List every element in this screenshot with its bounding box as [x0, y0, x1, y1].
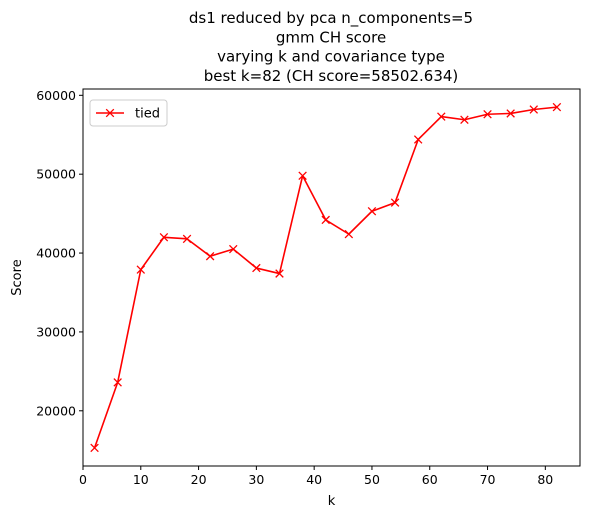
data-point-marker — [182, 234, 192, 244]
legend-label: tied — [135, 107, 160, 122]
marker-stroke — [90, 443, 99, 453]
x-tick-label: 40 — [306, 472, 322, 487]
marker-stroke — [182, 234, 192, 244]
y-tick-label: 40000 — [36, 246, 76, 261]
series-group — [90, 102, 562, 453]
y-axis-label: Score — [10, 259, 25, 295]
data-point-marker — [367, 206, 377, 216]
data-point-marker — [298, 171, 307, 181]
data-point-marker — [275, 269, 284, 278]
data-point-marker — [390, 198, 400, 207]
marker-stroke — [413, 135, 423, 144]
marker-stroke — [205, 251, 215, 261]
marker-stroke — [298, 171, 307, 181]
data-point-marker — [506, 109, 515, 118]
marker-stroke — [113, 378, 122, 387]
data-point-marker — [529, 105, 539, 114]
marker-stroke — [367, 206, 377, 216]
data-point-marker — [228, 244, 238, 254]
marker-stroke — [275, 269, 284, 278]
data-point-marker — [483, 109, 492, 119]
y-tick-label: 50000 — [36, 167, 76, 182]
y-tick-label: 30000 — [36, 324, 76, 339]
marker-stroke — [136, 265, 146, 274]
series-line-tied — [93, 106, 557, 449]
y-axis-ticks: 20000 30000 40000 50000 60000 — [36, 88, 83, 418]
data-point-marker — [460, 115, 469, 125]
data-point-marker — [252, 263, 261, 273]
legend-box — [89, 99, 168, 127]
marker-stroke — [228, 244, 238, 254]
data-point-marker — [437, 112, 446, 121]
x-tick-label: 30 — [248, 472, 264, 487]
x-tick-label: 10 — [133, 472, 149, 487]
y-tick-label: 20000 — [36, 403, 76, 418]
marker-stroke — [437, 112, 446, 121]
x-tick-label: 70 — [480, 472, 496, 487]
x-tick-label: 0 — [79, 472, 87, 487]
data-point-marker — [113, 378, 122, 387]
title-line: ds1 reduced by pca n_components=5 — [189, 9, 473, 28]
marker-stroke — [321, 215, 330, 225]
x-tick-label: 50 — [364, 472, 380, 487]
marker-stroke — [483, 109, 492, 119]
x-tick-label: 80 — [537, 472, 553, 487]
data-point-marker — [552, 102, 562, 112]
legend: tied — [89, 99, 168, 127]
data-point-marker — [321, 215, 330, 225]
legend-marker — [105, 108, 115, 118]
x-tick-label: 20 — [191, 472, 207, 487]
title-line: varying k and covariance type — [217, 48, 445, 66]
x-axis-ticks: 0 10 20 30 40 50 60 70 80 — [79, 466, 553, 487]
y-tick-label: 60000 — [36, 88, 76, 103]
marker-stroke — [159, 233, 169, 242]
plot-area-frame — [82, 88, 581, 467]
marker-stroke — [252, 263, 261, 273]
x-tick-label: 60 — [422, 472, 438, 487]
data-point-marker — [159, 233, 169, 242]
data-point-marker — [90, 443, 99, 453]
marker-stroke — [344, 229, 354, 239]
marker-stroke — [460, 115, 469, 125]
marker-stroke — [506, 109, 515, 118]
title-line: best k=82 (CH score=58502.634) — [204, 67, 459, 85]
data-point-marker — [205, 251, 215, 261]
title-line: gmm CH score — [276, 28, 386, 46]
data-point-marker — [136, 265, 146, 274]
marker-stroke — [390, 198, 400, 207]
marker-stroke — [529, 105, 539, 114]
marker-stroke — [552, 102, 562, 112]
data-point-marker — [413, 135, 423, 144]
data-point-marker — [344, 229, 354, 239]
x-axis-label: k — [328, 494, 336, 509]
